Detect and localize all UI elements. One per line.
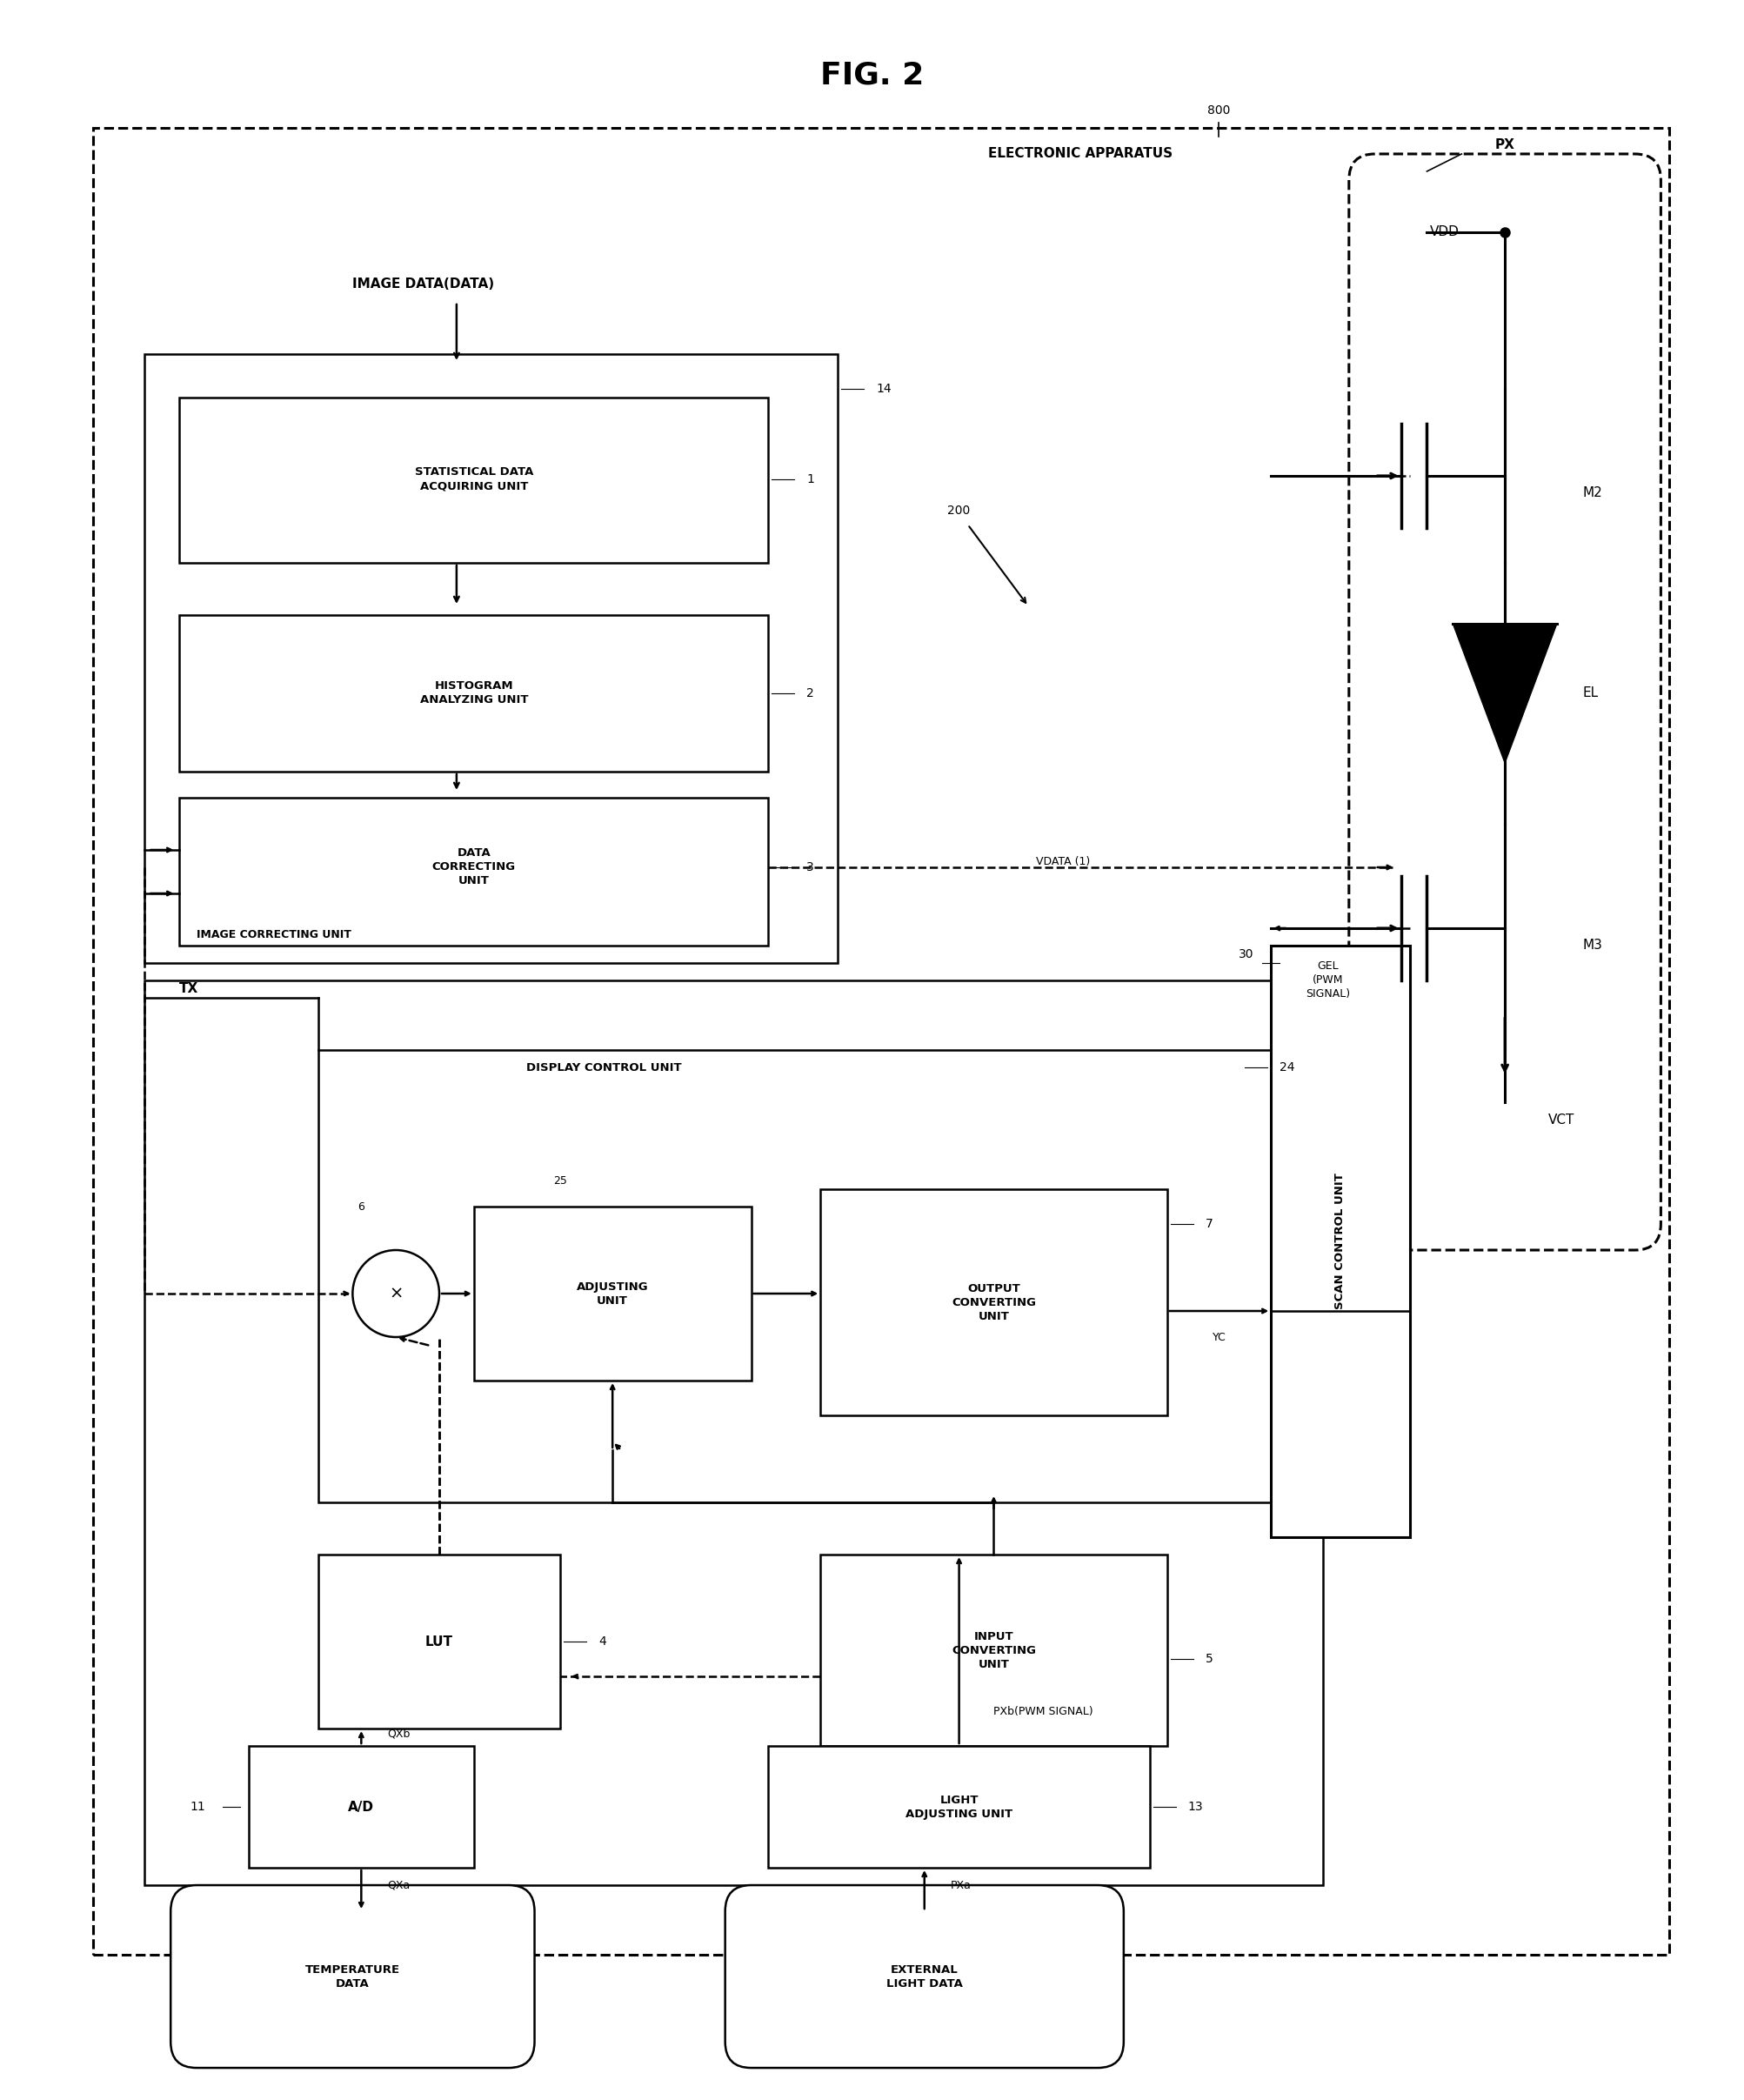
Text: TX: TX [180, 983, 199, 995]
Text: SCAN CONTROL UNIT: SCAN CONTROL UNIT [1334, 1174, 1345, 1310]
Text: 30: 30 [1238, 949, 1252, 960]
Text: VDD: VDD [1428, 225, 1458, 239]
Text: STATISTICAL DATA
ACQUIRING UNIT: STATISTICAL DATA ACQUIRING UNIT [415, 466, 534, 491]
Text: 4: 4 [598, 1636, 605, 1648]
Text: YC: YC [1212, 1331, 1226, 1342]
Text: LUT: LUT [426, 1636, 453, 1648]
Text: VCT: VCT [1547, 1113, 1573, 1126]
Text: EXTERNAL
LIGHT DATA: EXTERNAL LIGHT DATA [886, 1964, 963, 1989]
Text: 7: 7 [1205, 1218, 1212, 1231]
Text: QXb: QXb [387, 1728, 410, 1739]
Text: 25: 25 [553, 1174, 567, 1186]
FancyBboxPatch shape [474, 1208, 750, 1380]
Text: 200: 200 [947, 504, 970, 517]
Text: IMAGE CORRECTING UNIT: IMAGE CORRECTING UNIT [197, 928, 351, 941]
FancyBboxPatch shape [248, 1745, 474, 1867]
FancyBboxPatch shape [92, 128, 1669, 1955]
Text: 2: 2 [806, 687, 814, 699]
Text: 14: 14 [875, 382, 891, 395]
Text: 1: 1 [806, 472, 814, 485]
Text: 24: 24 [1278, 1060, 1294, 1073]
Text: ADJUSTING
UNIT: ADJUSTING UNIT [576, 1281, 649, 1306]
FancyBboxPatch shape [820, 1554, 1167, 1745]
FancyBboxPatch shape [317, 1050, 1270, 1501]
Text: FIG. 2: FIG. 2 [820, 61, 924, 90]
FancyBboxPatch shape [1348, 153, 1660, 1250]
Text: HISTOGRAM
ANALYZING UNIT: HISTOGRAM ANALYZING UNIT [420, 680, 528, 706]
FancyBboxPatch shape [726, 1886, 1123, 2068]
Text: INPUT
CONVERTING
UNIT: INPUT CONVERTING UNIT [950, 1632, 1036, 1670]
Text: ×: × [389, 1285, 403, 1302]
Text: TEMPERATURE
DATA: TEMPERATURE DATA [305, 1964, 399, 1989]
Text: DATA
CORRECTING
UNIT: DATA CORRECTING UNIT [433, 848, 516, 886]
FancyBboxPatch shape [145, 981, 1322, 1886]
FancyBboxPatch shape [180, 397, 767, 563]
Text: M2: M2 [1582, 487, 1603, 500]
FancyBboxPatch shape [820, 1189, 1167, 1415]
FancyBboxPatch shape [1270, 945, 1409, 1537]
Text: IMAGE DATA(DATA): IMAGE DATA(DATA) [352, 277, 494, 292]
FancyBboxPatch shape [767, 1745, 1149, 1867]
Text: 5: 5 [1205, 1653, 1212, 1665]
Text: PX: PX [1495, 139, 1514, 151]
Text: LIGHT
ADJUSTING UNIT: LIGHT ADJUSTING UNIT [905, 1793, 1012, 1819]
Text: VDATA (1): VDATA (1) [1036, 857, 1090, 867]
Text: A/D: A/D [349, 1800, 375, 1814]
Text: ELECTRONIC APPARATUS: ELECTRONIC APPARATUS [987, 147, 1172, 160]
Text: PXa: PXa [950, 1880, 971, 1890]
Text: OUTPUT
CONVERTING
UNIT: OUTPUT CONVERTING UNIT [950, 1283, 1036, 1321]
Text: DISPLAY CONTROL UNIT: DISPLAY CONTROL UNIT [525, 1063, 680, 1073]
FancyBboxPatch shape [145, 355, 837, 964]
Text: 13: 13 [1188, 1802, 1203, 1812]
Text: GEL
(PWM
SIGNAL): GEL (PWM SIGNAL) [1305, 962, 1350, 1000]
FancyBboxPatch shape [180, 615, 767, 771]
Text: 11: 11 [190, 1802, 206, 1812]
Text: QXa: QXa [387, 1880, 410, 1890]
FancyBboxPatch shape [180, 798, 767, 945]
FancyBboxPatch shape [171, 1886, 534, 2068]
Polygon shape [1453, 624, 1556, 762]
Text: 800: 800 [1207, 105, 1230, 115]
Text: 3: 3 [806, 861, 814, 874]
Text: 6: 6 [358, 1201, 364, 1212]
Text: PXb(PWM SIGNAL): PXb(PWM SIGNAL) [994, 1705, 1093, 1718]
Text: EL: EL [1582, 687, 1598, 699]
Text: M3: M3 [1582, 939, 1603, 951]
FancyBboxPatch shape [317, 1554, 560, 1728]
